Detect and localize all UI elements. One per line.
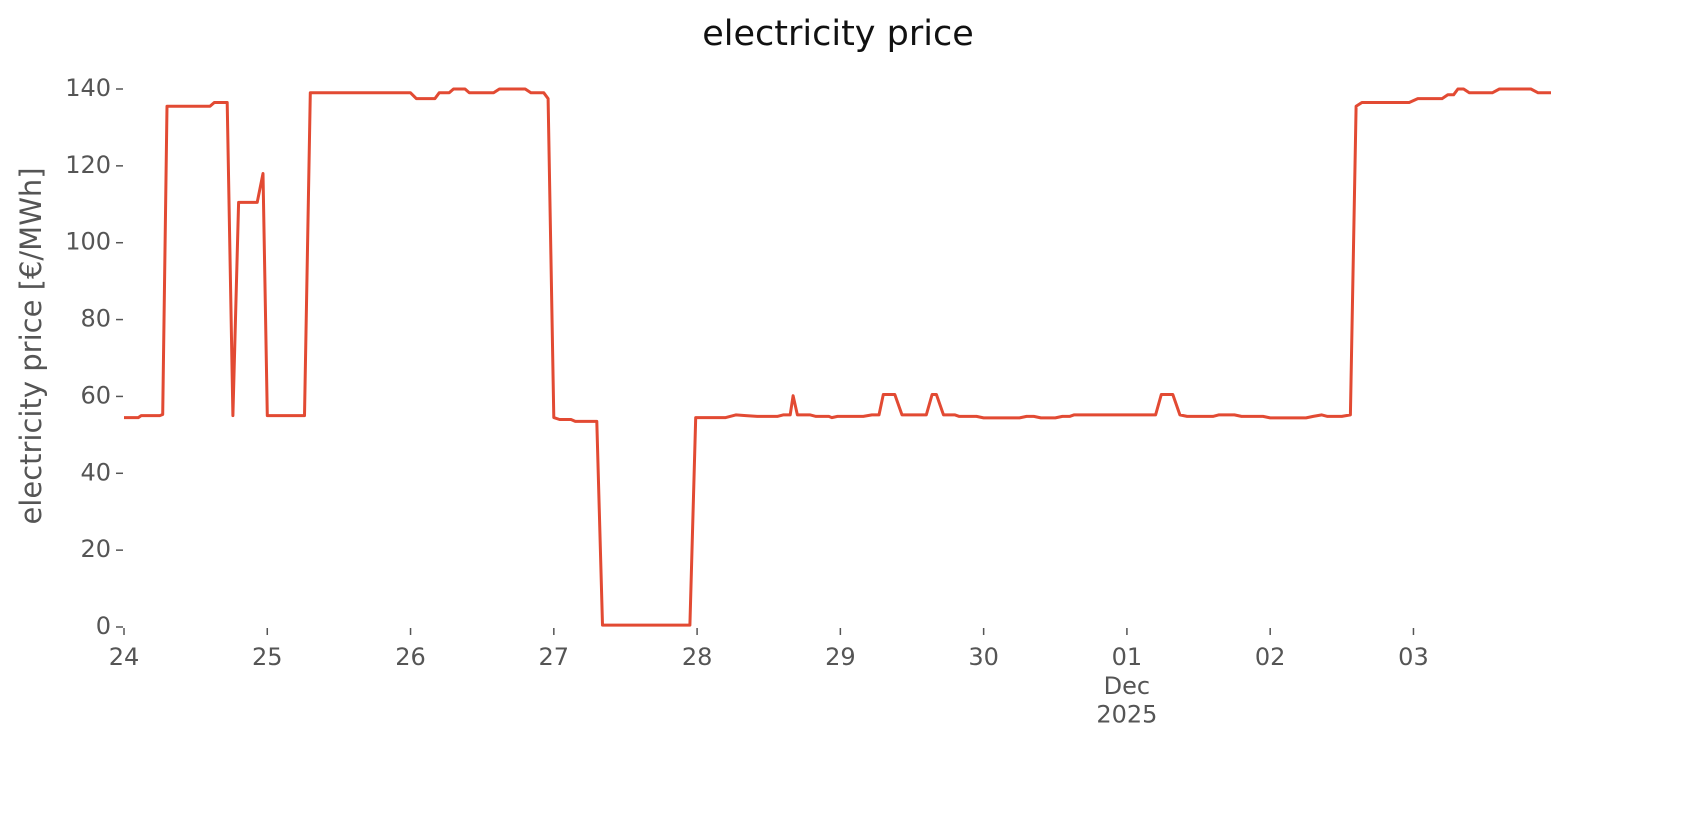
x-tick-label: 01 Dec 2025 xyxy=(1096,643,1157,729)
y-tick-label: 80 xyxy=(80,305,111,333)
y-tick-label: 140 xyxy=(65,74,111,102)
x-tick-label: 02 xyxy=(1255,643,1286,671)
y-tick-label: 0 xyxy=(96,612,111,640)
x-tick-label: 27 xyxy=(539,643,570,671)
x-tick-label: 29 xyxy=(825,643,856,671)
y-tick-label: 120 xyxy=(65,151,111,179)
y-tick-label: 40 xyxy=(80,458,111,486)
x-tick-label: 30 xyxy=(968,643,999,671)
y-tick-label: 60 xyxy=(80,381,111,409)
price-line xyxy=(124,87,1551,627)
x-tick-label: 03 xyxy=(1398,643,1429,671)
x-tick-label: 28 xyxy=(682,643,713,671)
x-tick-label: 24 xyxy=(109,643,140,671)
y-tick-label: 20 xyxy=(80,535,111,563)
chart-title: electricity price xyxy=(702,14,974,54)
x-tick-label: 25 xyxy=(252,643,283,671)
y-tick-label: 100 xyxy=(65,228,111,256)
y-axis-label: electricity price [€/MWh] xyxy=(14,167,48,524)
x-tick-label: 26 xyxy=(395,643,426,671)
